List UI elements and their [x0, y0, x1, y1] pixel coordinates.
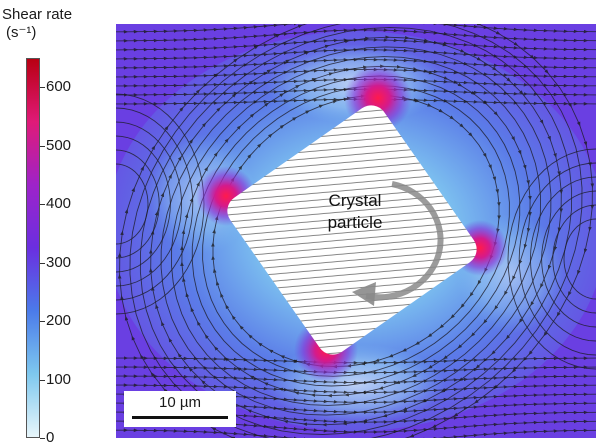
colorbar-tick-label: 100: [46, 371, 72, 388]
streamline: [116, 163, 149, 245]
colorbar-tick: [40, 263, 45, 264]
scale-bar-label: 10 µm: [159, 394, 201, 411]
colorbar: [26, 58, 40, 438]
colorbar-tick-label: 400: [46, 195, 72, 212]
colorbar-title-line2: (s⁻¹): [6, 24, 37, 41]
colorbar-tick-label: 500: [46, 137, 72, 154]
streamline: [116, 107, 194, 301]
shear-rate-field: [116, 24, 596, 438]
streamline: [116, 47, 596, 61]
scale-bar-line: [132, 416, 228, 419]
colorbar-tick: [40, 87, 45, 88]
streamline: [116, 356, 596, 365]
flow-field-svg: [116, 24, 596, 438]
crystal-particle: [227, 105, 477, 355]
streamline: [116, 365, 596, 375]
colorbar-tick-label: 200: [46, 312, 72, 329]
streamline: [116, 149, 160, 259]
colorbar-tick: [40, 146, 45, 147]
streamline: [116, 67, 596, 79]
streamline: [116, 383, 596, 395]
streamline: [116, 57, 596, 70]
streamline: [529, 176, 596, 342]
streamline: [563, 218, 596, 300]
rotation-arc: [365, 181, 444, 301]
streamline: [552, 204, 596, 314]
colorbar-title-line1: Shear rate: [2, 6, 73, 23]
particle-label-line2: particle: [327, 213, 383, 232]
colorbar-tick: [40, 380, 45, 381]
colorbar-tick-label: 300: [46, 254, 72, 271]
colorbar-title: Shear rate (s⁻¹): [0, 6, 78, 42]
colorbar-tick-label: 0: [46, 429, 55, 446]
colorbar-tick: [40, 438, 45, 439]
streamline: [116, 135, 171, 273]
streamline: [507, 148, 596, 370]
streamline: [518, 162, 596, 356]
particle-label: Crystal particle: [300, 190, 410, 234]
streamline: [541, 190, 596, 328]
particle-label-line1: Crystal: [328, 191, 382, 210]
streamline: [116, 374, 596, 385]
streamline: [116, 121, 183, 287]
colorbar-tick: [40, 204, 45, 205]
clockwise-arrow-icon: [352, 282, 376, 306]
colorbar-tick: [40, 321, 45, 322]
colorbar-tick-label: 600: [46, 78, 72, 95]
scale-bar: 10 µm: [124, 391, 236, 427]
